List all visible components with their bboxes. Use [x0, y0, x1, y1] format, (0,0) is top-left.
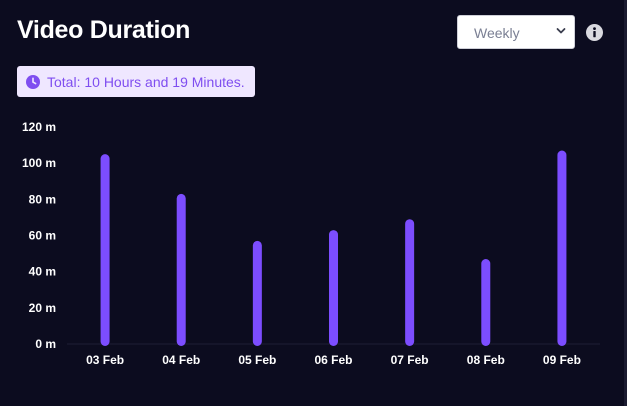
- bar-05-feb[interactable]: [252, 240, 262, 346]
- total-duration-badge: Total: 10 Hours and 19 Minutes.: [17, 66, 255, 97]
- bar-04-feb[interactable]: [176, 193, 186, 346]
- bar-09-feb[interactable]: [557, 150, 567, 346]
- clock-icon: [26, 74, 40, 89]
- y-tick-label: 100 m: [22, 156, 56, 170]
- x-tick-label: 09 Feb: [543, 353, 581, 367]
- chevron-down-icon: [556, 28, 566, 34]
- x-tick-label: 07 Feb: [391, 353, 429, 367]
- x-tick-label: 04 Feb: [162, 353, 200, 367]
- bar-03-feb[interactable]: [100, 154, 110, 346]
- period-select[interactable]: Weekly: [457, 15, 575, 49]
- y-tick-label: 0 m: [35, 337, 56, 351]
- x-tick-label: 03 Feb: [86, 353, 124, 367]
- bar-08-feb[interactable]: [481, 259, 491, 346]
- y-tick-label: 80 m: [29, 192, 56, 206]
- x-tick-label: 06 Feb: [314, 353, 352, 367]
- y-tick-label: 60 m: [29, 229, 56, 243]
- period-select-value: Weekly: [474, 25, 520, 41]
- x-tick-label: 08 Feb: [467, 353, 505, 367]
- total-duration-text: Total: 10 Hours and 19 Minutes.: [47, 73, 245, 90]
- y-tick-label: 20 m: [29, 301, 56, 315]
- bar-06-feb[interactable]: [329, 230, 338, 346]
- info-circle-icon[interactable]: [586, 24, 603, 41]
- x-tick-label: 05 Feb: [238, 353, 276, 367]
- bar-07-feb[interactable]: [405, 219, 415, 346]
- card-title: Video Duration: [17, 16, 191, 44]
- y-tick-label: 40 m: [29, 265, 56, 279]
- y-tick-label: 120 m: [22, 120, 56, 134]
